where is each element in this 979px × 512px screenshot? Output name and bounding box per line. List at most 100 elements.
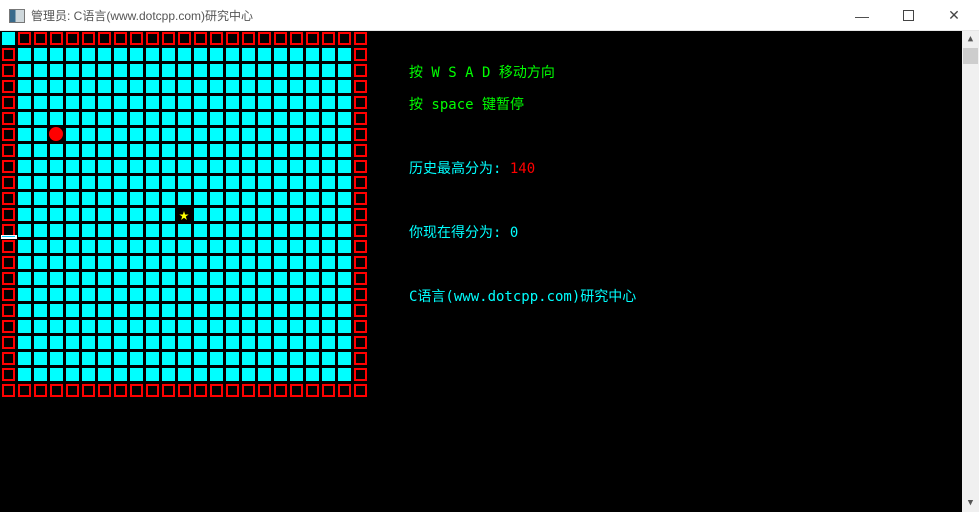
wall-cell [114, 384, 127, 397]
field-cell [82, 176, 95, 189]
field-cell [66, 80, 79, 93]
wall-cell [354, 336, 367, 349]
wall-cell [354, 368, 367, 381]
field-cell [338, 288, 351, 301]
field-cell [178, 48, 191, 61]
field-cell [66, 272, 79, 285]
field-cell [34, 176, 47, 189]
field-cell [146, 304, 159, 317]
field-cell [34, 144, 47, 157]
field-cell [290, 304, 303, 317]
field-cell [338, 224, 351, 237]
field-cell [274, 240, 287, 253]
field-cell [178, 224, 191, 237]
field-cell [274, 304, 287, 317]
field-cell [290, 240, 303, 253]
minimize-button[interactable]: — [839, 0, 885, 31]
field-cell [98, 80, 111, 93]
scroll-down-icon[interactable]: ▼ [967, 498, 974, 508]
wall-cell [178, 384, 191, 397]
field-cell [162, 352, 175, 365]
scrollbar-thumb[interactable] [963, 48, 978, 64]
field-cell [306, 240, 319, 253]
wall-cell [354, 272, 367, 285]
field-cell [322, 288, 335, 301]
field-cell [306, 64, 319, 77]
field-cell [34, 288, 47, 301]
field-cell [146, 112, 159, 125]
field-cell [338, 352, 351, 365]
field-cell [178, 96, 191, 109]
field-cell [210, 96, 223, 109]
field-cell [258, 80, 271, 93]
wall-cell [354, 192, 367, 205]
field-cell [82, 352, 95, 365]
field-cell [50, 192, 63, 205]
field-cell [82, 96, 95, 109]
field-cell [162, 304, 175, 317]
field-cell [178, 64, 191, 77]
field-cell [98, 128, 111, 141]
field-cell [306, 224, 319, 237]
wall-cell [162, 32, 175, 45]
field-cell [50, 240, 63, 253]
field-cell [194, 304, 207, 317]
field-cell [162, 64, 175, 77]
field-cell [162, 224, 175, 237]
field-cell [210, 48, 223, 61]
field-cell [34, 128, 47, 141]
field-cell [210, 208, 223, 221]
field-cell [338, 128, 351, 141]
field-cell [114, 208, 127, 221]
field-cell [338, 320, 351, 333]
wall-cell [354, 32, 367, 45]
vertical-scrollbar[interactable]: ▲ ▼ [962, 31, 979, 512]
field-cell [258, 192, 271, 205]
field-cell [242, 224, 255, 237]
field-cell [258, 96, 271, 109]
field-cell [290, 224, 303, 237]
field-cell [322, 144, 335, 157]
field-cell [50, 368, 63, 381]
field-cell [226, 176, 239, 189]
close-button[interactable]: ✕ [931, 0, 977, 31]
field-cell [66, 64, 79, 77]
field-cell [178, 304, 191, 317]
field-cell [114, 128, 127, 141]
wall-cell [354, 208, 367, 221]
field-cell [226, 64, 239, 77]
field-cell [130, 192, 143, 205]
field-cell [226, 160, 239, 173]
maximize-button[interactable] [885, 0, 931, 31]
field-cell [226, 128, 239, 141]
field-cell [306, 352, 319, 365]
wall-cell [354, 80, 367, 93]
field-cell [162, 192, 175, 205]
wall-cell [258, 384, 271, 397]
field-cell [34, 336, 47, 349]
field-cell [194, 272, 207, 285]
field-cell [194, 336, 207, 349]
field-cell [290, 112, 303, 125]
wall-cell [354, 320, 367, 333]
field-cell [242, 288, 255, 301]
field-cell [210, 144, 223, 157]
scroll-up-icon[interactable]: ▲ [967, 34, 974, 44]
field-cell [242, 272, 255, 285]
field-cell [162, 128, 175, 141]
field-cell [34, 240, 47, 253]
wall-cell [306, 32, 319, 45]
field-cell [82, 320, 95, 333]
field-cell [258, 224, 271, 237]
field-cell [162, 368, 175, 381]
field-cell [98, 336, 111, 349]
high-score-line: 历史最高分为: 140 [409, 158, 535, 178]
wall-cell [2, 80, 15, 93]
field-cell [130, 208, 143, 221]
score-line: 你现在得分为: 0 [409, 222, 518, 242]
field-cell [226, 336, 239, 349]
field-cell [66, 224, 79, 237]
field-cell [242, 160, 255, 173]
field-cell [162, 208, 175, 221]
field-cell [242, 352, 255, 365]
